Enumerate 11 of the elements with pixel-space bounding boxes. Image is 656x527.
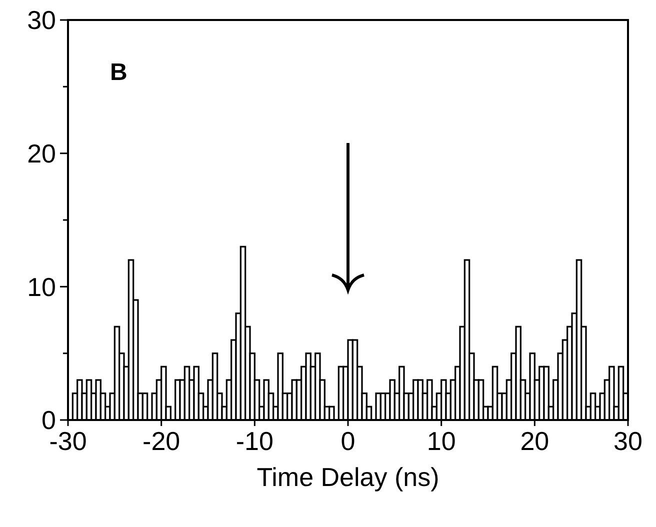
y-tick-label: 30 (27, 5, 56, 36)
x-tick-label: 0 (340, 426, 356, 456)
x-tick-label: 30 (614, 426, 642, 456)
x-tick-label: -20 (142, 426, 180, 456)
annotation: B (110, 59, 128, 86)
y-tick-label: 20 (27, 138, 56, 168)
x-tick-label: -10 (236, 426, 274, 456)
x-tick-label: 20 (520, 426, 550, 456)
y-tick-label: 10 (27, 272, 56, 302)
x-tick-label: 10 (426, 426, 456, 456)
x-axis-title: Time Delay (ns) (256, 462, 440, 492)
